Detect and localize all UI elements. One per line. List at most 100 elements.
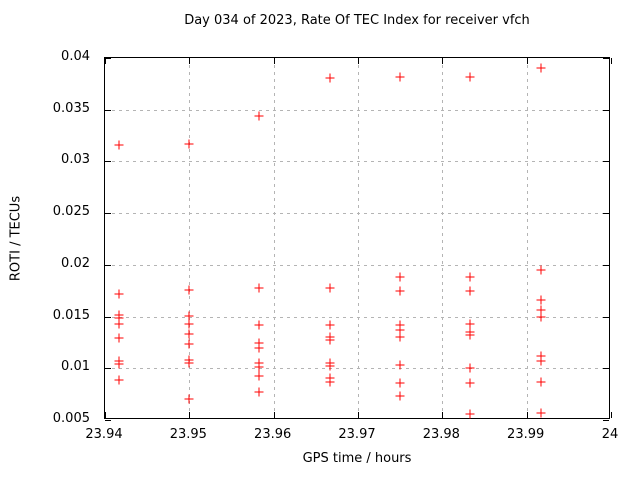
x-tick-label: 23.98: [422, 427, 460, 442]
data-point: [114, 140, 124, 150]
x-tick-bottom: [611, 412, 612, 418]
data-point: [114, 375, 124, 385]
y-gridline: [105, 368, 609, 370]
x-tick-label: 23.95: [169, 427, 207, 442]
x-tick-bottom: [105, 412, 106, 418]
data-point: [114, 359, 124, 369]
x-tick-bottom: [273, 412, 275, 418]
data-point: [395, 332, 405, 342]
data-point: [325, 283, 335, 293]
data-point: [254, 387, 264, 397]
data-point: [536, 305, 546, 315]
data-point: [325, 361, 335, 371]
y-tick-left: [105, 316, 111, 318]
data-point: [536, 351, 546, 361]
y-tick-right: [603, 161, 609, 163]
x-tick-label: 23.96: [254, 427, 292, 442]
x-tick-bottom: [526, 412, 528, 418]
data-point: [114, 289, 124, 299]
x-tick-bottom: [358, 412, 359, 418]
plot-area: [104, 57, 612, 421]
data-point: [395, 72, 405, 82]
x-tick-label: 23.99: [507, 427, 545, 442]
x-tick-top: [358, 58, 359, 64]
y-tick-label: 0.04: [61, 49, 90, 64]
data-point: [114, 333, 124, 343]
data-point: [184, 139, 194, 149]
data-point: [536, 312, 546, 322]
data-point: [325, 320, 335, 330]
y-tick-left: [105, 109, 111, 111]
x-tick-top: [105, 58, 106, 64]
data-point: [184, 319, 194, 329]
data-point: [184, 394, 194, 404]
x-tick-label: 23.97: [338, 427, 376, 442]
data-point: [465, 272, 475, 282]
y-tick-right: [603, 316, 609, 318]
data-point: [465, 363, 475, 373]
data-point: [536, 356, 546, 366]
data-point: [536, 265, 546, 275]
x-axis-label: GPS time / hours: [302, 451, 412, 466]
x-gridline: [189, 58, 191, 418]
y-tick-left: [105, 161, 111, 163]
data-point: [536, 63, 546, 73]
data-point: [395, 391, 405, 401]
data-point: [536, 295, 546, 305]
y-tick-right: [603, 109, 609, 111]
y-tick-left: [105, 368, 111, 370]
data-point: [184, 329, 194, 339]
y-tick-label: 0.015: [52, 307, 90, 323]
data-point: [395, 286, 405, 296]
data-point: [114, 313, 124, 323]
y-gridline: [105, 213, 609, 215]
x-gridline: [526, 58, 528, 418]
data-point: [254, 111, 264, 121]
data-point: [184, 358, 194, 368]
y-tick-left: [105, 420, 111, 421]
data-point: [465, 409, 475, 419]
x-tick-label: 24: [601, 427, 619, 442]
data-point: [325, 377, 335, 387]
data-point: [254, 371, 264, 381]
data-point: [395, 378, 405, 388]
data-point: [184, 339, 194, 349]
y-gridline: [105, 316, 609, 318]
y-tick-left: [105, 58, 111, 59]
data-point: [465, 286, 475, 296]
y-tick-right: [603, 420, 609, 421]
data-point: [536, 377, 546, 387]
chart-title: Day 034 of 2023, Rate Of TEC Index for r…: [184, 13, 530, 28]
y-tick-label: 0.03: [61, 152, 90, 168]
data-point: [465, 330, 475, 340]
x-tick-bottom: [442, 412, 444, 418]
y-tick-right: [603, 58, 609, 59]
x-tick-top: [273, 58, 275, 64]
x-tick-top: [526, 58, 528, 64]
data-point: [395, 360, 405, 370]
data-point: [325, 335, 335, 345]
x-gridline: [358, 58, 359, 418]
data-point: [114, 319, 124, 329]
data-point: [536, 408, 546, 418]
data-point: [254, 362, 264, 372]
y-gridline: [105, 109, 609, 111]
y-tick-left: [105, 264, 111, 266]
x-tick-top: [611, 58, 612, 64]
data-point: [325, 73, 335, 83]
x-gridline: [273, 58, 275, 418]
y-gridline: [105, 264, 609, 266]
y-tick-label: 0.005: [52, 411, 90, 426]
data-point: [254, 343, 264, 353]
y-gridline: [105, 161, 609, 163]
x-tick-top: [442, 58, 444, 64]
data-point: [395, 320, 405, 330]
x-tick-label: 23.94: [85, 427, 123, 442]
data-point: [395, 325, 405, 335]
y-tick-label: 0.02: [61, 255, 90, 271]
data-point: [254, 320, 264, 330]
x-gridline: [442, 58, 444, 418]
y-tick-right: [603, 213, 609, 215]
y-tick-right: [603, 264, 609, 266]
